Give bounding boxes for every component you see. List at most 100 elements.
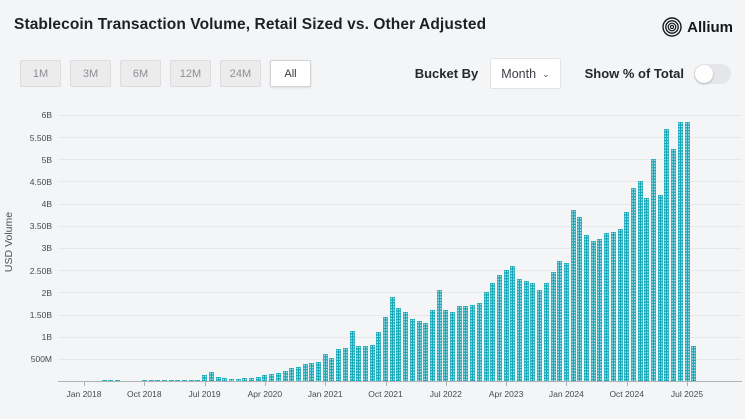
volume-bar[interactable] [369, 344, 375, 381]
volume-bar[interactable] [450, 312, 455, 381]
volume-bar[interactable] [671, 149, 677, 381]
volume-bar[interactable] [161, 380, 167, 381]
volume-bar[interactable] [115, 380, 120, 381]
volume-bar[interactable] [222, 378, 228, 381]
volume-bar[interactable] [637, 180, 643, 381]
volume-bar[interactable] [563, 263, 569, 381]
volume-bar[interactable] [101, 380, 107, 381]
volume-bar[interactable] [269, 374, 275, 381]
volume-bar[interactable] [228, 378, 234, 381]
volume-bar[interactable] [349, 331, 355, 381]
volume-bar[interactable] [249, 377, 254, 381]
bucket-by-dropdown[interactable]: Month ⌄ [490, 58, 561, 89]
volume-bar[interactable] [295, 366, 301, 381]
range-button-1m[interactable]: 1M [20, 60, 61, 87]
volume-bar[interactable] [289, 368, 295, 381]
volume-bar[interactable] [356, 346, 362, 381]
volume-bar[interactable] [423, 323, 429, 381]
range-button-3m[interactable]: 3M [70, 60, 111, 87]
volume-bar[interactable] [630, 187, 636, 381]
volume-bar[interactable] [570, 210, 576, 381]
volume-bar[interactable] [94, 380, 100, 381]
volume-bar[interactable] [342, 347, 348, 381]
volume-bar[interactable] [322, 353, 328, 381]
volume-bar[interactable] [302, 364, 308, 381]
volume-bar[interactable] [443, 310, 449, 381]
volume-bar[interactable] [362, 346, 368, 381]
volume-bar[interactable] [141, 380, 147, 381]
volume-bar[interactable] [242, 378, 248, 381]
volume-bar[interactable] [523, 281, 529, 381]
volume-bar[interactable] [664, 129, 670, 381]
volume-bar[interactable] [416, 321, 422, 381]
x-tick-mark [687, 381, 688, 386]
volume-bar[interactable] [503, 270, 509, 381]
volume-bar[interactable] [691, 346, 697, 381]
volume-bar[interactable] [389, 296, 395, 381]
range-button-24m[interactable]: 24M [220, 60, 261, 87]
volume-bar[interactable] [517, 279, 522, 381]
volume-bar[interactable] [396, 307, 402, 381]
volume-bar[interactable] [282, 370, 288, 381]
volume-bar[interactable] [182, 379, 187, 381]
volume-bar[interactable] [657, 194, 663, 381]
show-percent-toggle[interactable] [694, 63, 731, 84]
volume-bar[interactable] [215, 377, 221, 381]
volume-bar[interactable] [496, 274, 502, 381]
volume-bar[interactable] [376, 332, 382, 381]
volume-bar[interactable] [135, 380, 141, 381]
volume-bar[interactable] [336, 349, 342, 381]
volume-bar[interactable] [309, 363, 315, 381]
volume-bar[interactable] [617, 229, 623, 381]
volume-bar[interactable] [510, 265, 516, 381]
volume-bar[interactable] [557, 261, 563, 381]
volume-bar[interactable] [577, 216, 583, 381]
volume-bar[interactable] [651, 159, 656, 381]
volume-bar[interactable] [490, 283, 496, 381]
volume-bar[interactable] [590, 241, 596, 381]
volume-bar[interactable] [476, 303, 482, 381]
volume-bar[interactable] [470, 304, 476, 381]
volume-bar[interactable] [188, 379, 194, 381]
volume-bar[interactable] [329, 357, 335, 381]
volume-bar[interactable] [208, 371, 214, 381]
volume-bar[interactable] [604, 233, 610, 381]
volume-bar[interactable] [429, 310, 435, 381]
volume-bar[interactable] [610, 232, 616, 381]
volume-bar[interactable] [456, 305, 462, 381]
volume-bar[interactable] [550, 272, 556, 381]
volume-bar[interactable] [597, 239, 603, 381]
volume-bar[interactable] [255, 376, 261, 381]
volume-bar[interactable] [403, 312, 409, 381]
volume-bar[interactable] [121, 380, 127, 381]
volume-bar[interactable] [195, 379, 201, 381]
volume-bar[interactable] [262, 375, 268, 381]
volume-bar[interactable] [483, 292, 489, 381]
volume-bar[interactable] [175, 380, 181, 381]
volume-bar[interactable] [202, 375, 208, 381]
volume-bar[interactable] [530, 283, 536, 381]
show-percent-label: Show % of Total [584, 66, 684, 81]
volume-bar[interactable] [436, 290, 442, 381]
volume-bar[interactable] [537, 290, 543, 381]
volume-bar[interactable] [543, 283, 549, 381]
volume-bar[interactable] [624, 211, 630, 381]
volume-bar[interactable] [275, 372, 281, 381]
volume-bar[interactable] [235, 378, 241, 381]
volume-bar[interactable] [677, 121, 683, 381]
volume-bar[interactable] [463, 305, 469, 381]
volume-bar[interactable] [684, 121, 690, 381]
volume-bar[interactable] [168, 380, 174, 381]
range-button-6m[interactable]: 6M [120, 60, 161, 87]
volume-bar[interactable] [108, 380, 114, 381]
range-button-all[interactable]: All [270, 60, 311, 87]
volume-bar[interactable] [644, 198, 650, 381]
volume-bar[interactable] [409, 318, 415, 381]
allium-logo-icon [661, 16, 683, 38]
range-button-12m[interactable]: 12M [170, 60, 211, 87]
volume-bar[interactable] [383, 316, 388, 381]
volume-bar[interactable] [316, 361, 321, 381]
volume-bar[interactable] [584, 234, 589, 381]
volume-bar[interactable] [148, 380, 154, 381]
volume-bar[interactable] [155, 380, 161, 381]
